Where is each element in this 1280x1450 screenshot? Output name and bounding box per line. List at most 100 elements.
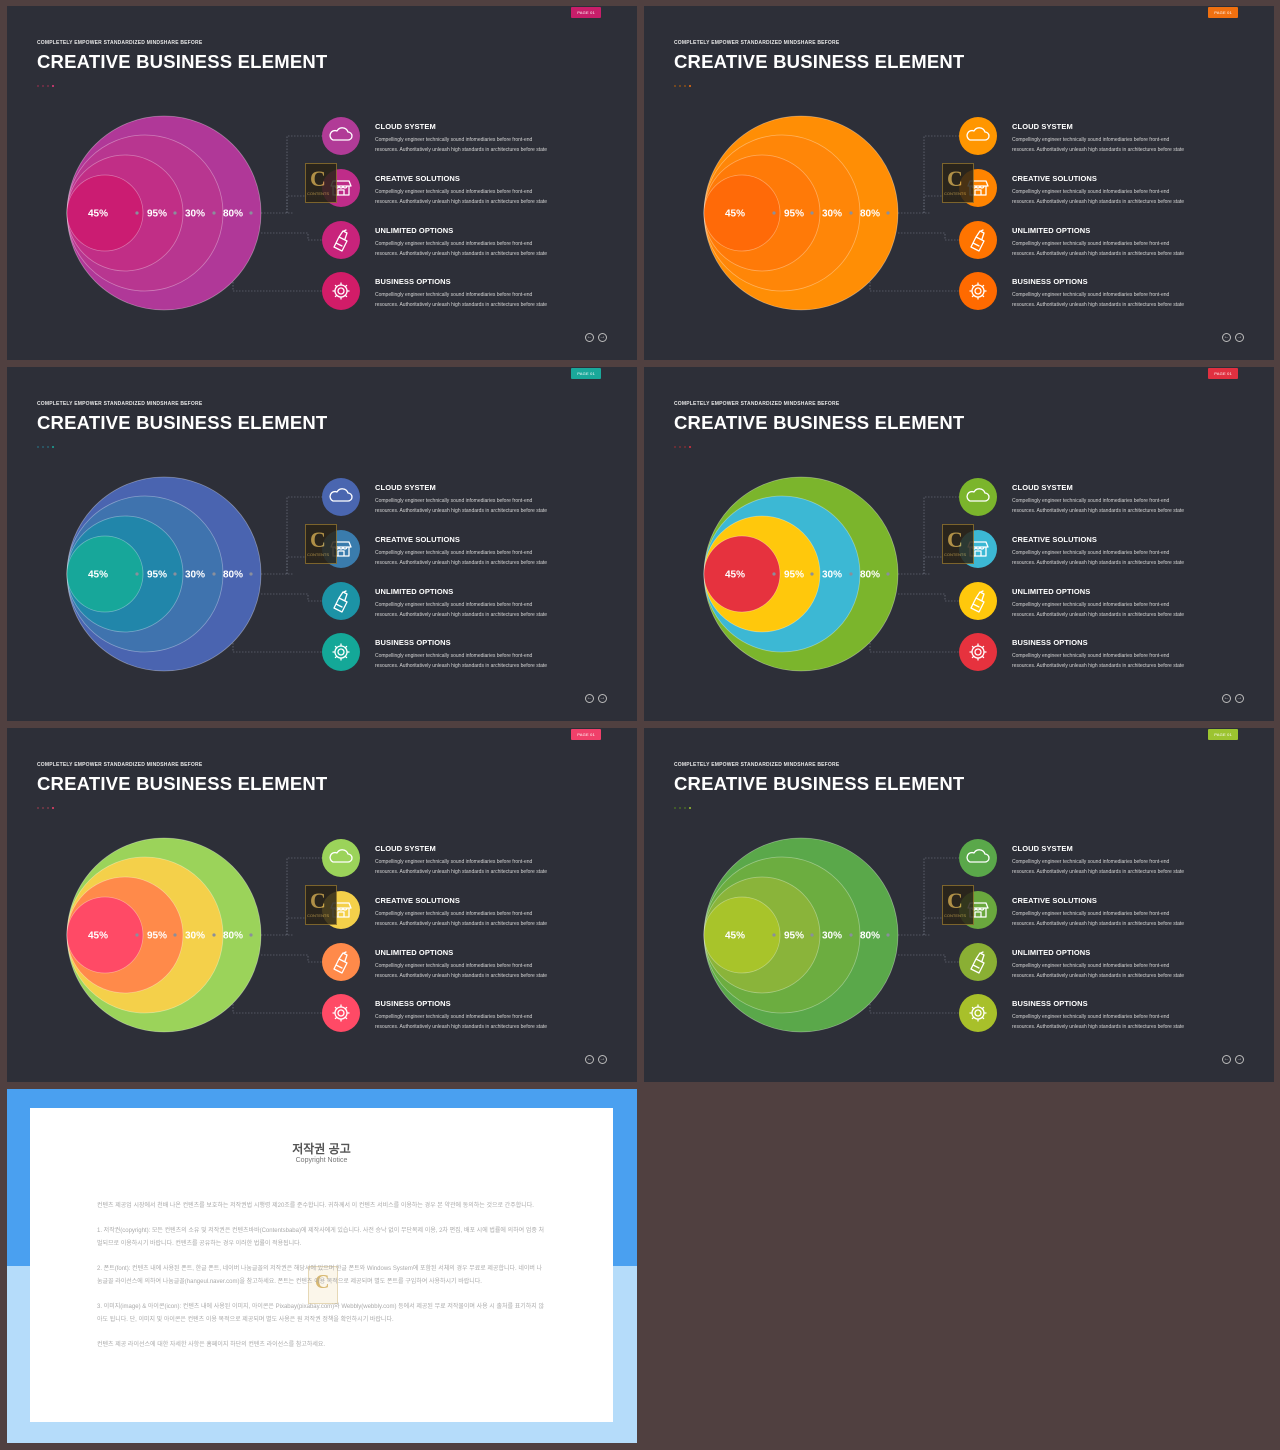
- prev-arrow-icon[interactable]: ←: [585, 333, 594, 342]
- item-creative-solutions: CREATIVE SOLUTIONS Compellingly engineer …: [375, 174, 615, 207]
- connector-dot: [135, 933, 139, 937]
- connector-dot: [886, 211, 890, 215]
- prev-arrow-icon[interactable]: ←: [1222, 333, 1231, 342]
- circle-ring-4: [66, 174, 144, 252]
- connector-dot: [849, 211, 853, 215]
- item-description: resources. Authoritatively unleash high …: [375, 921, 548, 927]
- prev-arrow-icon[interactable]: ←: [1222, 694, 1231, 703]
- connector-dot: [212, 211, 216, 215]
- slide-nav: ← →: [1222, 333, 1244, 342]
- item-business-options: BUSINESS OPTIONS Compellingly engineer te…: [1012, 638, 1252, 671]
- item-title: BUSINESS OPTIONS: [375, 999, 451, 1008]
- cleaning-icon: [322, 943, 360, 981]
- item-business-options: BUSINESS OPTIONS Compellingly engineer te…: [375, 638, 615, 671]
- item-business-options: BUSINESS OPTIONS Compellingly engineer te…: [375, 277, 615, 310]
- percent-label: 80%: [860, 931, 880, 942]
- dot: [47, 807, 49, 809]
- item-title: CLOUD SYSTEM: [1012, 844, 1073, 853]
- cloud-icon: [959, 839, 997, 877]
- circle-ring-4: [66, 896, 144, 974]
- cloud-icon: [959, 478, 997, 516]
- next-arrow-icon[interactable]: →: [598, 333, 607, 342]
- gear-icon: [959, 272, 997, 310]
- item-cloud-system: CLOUD SYSTEM Compellingly engineer techni…: [1012, 844, 1252, 877]
- item-description: resources. Authoritatively unleash high …: [375, 663, 548, 669]
- prev-arrow-icon[interactable]: ←: [1222, 1055, 1231, 1064]
- item-description: resources. Authoritatively unleash high …: [375, 612, 548, 618]
- item-description: Compellingly engineer technically sound …: [375, 911, 533, 917]
- connector-dot: [849, 572, 853, 576]
- percent-label: 95%: [147, 209, 167, 220]
- dot: [674, 85, 676, 87]
- dot: [52, 85, 54, 87]
- slide-nav: ← →: [585, 333, 607, 342]
- page-badge: PAGE 01: [571, 729, 601, 740]
- dot: [679, 85, 681, 87]
- item-title: CREATIVE SOLUTIONS: [1012, 896, 1097, 905]
- connector-dot: [249, 933, 253, 937]
- next-arrow-icon[interactable]: →: [1235, 1055, 1244, 1064]
- item-description: Compellingly engineer technically sound …: [1012, 1014, 1170, 1020]
- dot: [52, 807, 54, 809]
- item-description: Compellingly engineer technically sound …: [375, 602, 533, 608]
- item-title: CREATIVE SOLUTIONS: [375, 535, 460, 544]
- item-description: Compellingly engineer technically sound …: [375, 292, 533, 298]
- item-description: Compellingly engineer technically sound …: [375, 189, 533, 195]
- nested-circles-diagram: 45% 95% 30% 80%: [703, 837, 997, 1033]
- next-arrow-icon[interactable]: →: [598, 1055, 607, 1064]
- item-description: Compellingly engineer technically sound …: [1012, 498, 1170, 504]
- connector-dot: [249, 572, 253, 576]
- item-title: BUSINESS OPTIONS: [1012, 999, 1088, 1008]
- item-description: Compellingly engineer technically sound …: [1012, 653, 1170, 659]
- slide-nav: ← →: [1222, 1055, 1244, 1064]
- item-description: Compellingly engineer technically sound …: [1012, 859, 1170, 865]
- connector-dot: [810, 933, 814, 937]
- dot: [674, 807, 676, 809]
- item-cloud-system: CLOUD SYSTEM Compellingly engineer techni…: [375, 483, 615, 516]
- percent-label: 80%: [223, 931, 243, 942]
- item-description: resources. Authoritatively unleash high …: [1012, 612, 1185, 618]
- decor-dots: [37, 807, 54, 809]
- connector-dot: [886, 933, 890, 937]
- slide-nav: ← →: [585, 1055, 607, 1064]
- dot: [37, 807, 39, 809]
- next-arrow-icon[interactable]: →: [1235, 333, 1244, 342]
- item-unlimited-options: UNLIMITED OPTIONS Compellingly engineer t…: [375, 948, 615, 981]
- item-title: UNLIMITED OPTIONS: [375, 587, 454, 596]
- notice-body: 컨텐츠 제공업 시장에서 천배 나온 컨텐츠를 보호하는 저작권법 시행령 제2…: [97, 1200, 547, 1364]
- slide-title: CREATIVE BUSINESS ELEMENT: [674, 412, 965, 433]
- item-title: UNLIMITED OPTIONS: [375, 948, 454, 957]
- notice-paragraph: 컨텐츠 제공업 시장에서 천배 나온 컨텐츠를 보호하는 저작권법 시행령 제2…: [97, 1203, 534, 1209]
- prev-arrow-icon[interactable]: ←: [585, 694, 594, 703]
- item-description: Compellingly engineer technically sound …: [375, 241, 533, 247]
- notice-paragraph: 3. 이미지(image) & 아이콘(icon): 컨텐츠 내에 사용된 이미…: [97, 1304, 544, 1323]
- slide-subtitle: COMPLETELY EMPOWER STANDARDIZED MINDSHAR…: [37, 762, 203, 768]
- prev-arrow-icon[interactable]: ←: [585, 1055, 594, 1064]
- circle-ring-4: [703, 896, 781, 974]
- next-arrow-icon[interactable]: →: [598, 694, 607, 703]
- dot: [47, 85, 49, 87]
- slide-title: CREATIVE BUSINESS ELEMENT: [37, 51, 328, 72]
- next-arrow-icon[interactable]: →: [1235, 694, 1244, 703]
- connector-dot: [212, 933, 216, 937]
- decor-dots: [37, 446, 54, 448]
- notice-paragraph: 컨텐츠 제공 라이선스에 대한 자세한 사항은 홈페이지 하단의 컨텐츠 라이선…: [97, 1342, 326, 1348]
- item-description: Compellingly engineer technically sound …: [375, 1014, 533, 1020]
- slide-subtitle: COMPLETELY EMPOWER STANDARDIZED MINDSHAR…: [37, 401, 203, 407]
- dot: [42, 85, 44, 87]
- item-creative-solutions: CREATIVE SOLUTIONS Compellingly engineer …: [1012, 174, 1252, 207]
- nested-circles-diagram: 45% 95% 30% 80%: [703, 476, 997, 672]
- decor-dots: [674, 807, 691, 809]
- connector-dot: [135, 211, 139, 215]
- page-badge: PAGE 01: [571, 368, 601, 379]
- item-cloud-system: CLOUD SYSTEM Compellingly engineer techni…: [375, 122, 615, 155]
- item-creative-solutions: CREATIVE SOLUTIONS Compellingly engineer …: [1012, 896, 1252, 929]
- item-description: resources. Authoritatively unleash high …: [375, 251, 548, 257]
- gear-icon: [959, 633, 997, 671]
- connector-dot: [849, 933, 853, 937]
- nested-circles-diagram: 45% 95% 30% 80%: [66, 837, 360, 1033]
- percent-label: 80%: [223, 209, 243, 220]
- percent-label: 45%: [88, 931, 108, 942]
- slide-nav: ← →: [585, 694, 607, 703]
- circle-ring-4: [66, 535, 144, 613]
